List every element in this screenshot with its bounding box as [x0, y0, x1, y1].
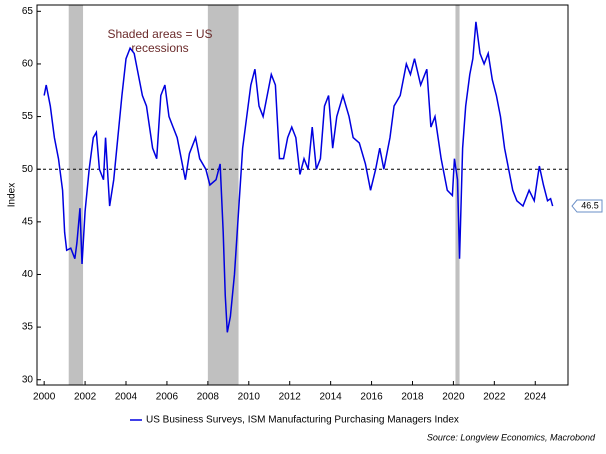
data-line — [43, 21, 554, 333]
x-tick-label: 2010 — [238, 392, 261, 403]
x-tick-label: 2012 — [279, 392, 302, 403]
last-value-label: 46.5 — [581, 200, 599, 210]
y-tick-label: 55 — [22, 111, 34, 122]
x-tick-label: 2000 — [33, 392, 56, 403]
y-tick-label: 60 — [22, 59, 34, 70]
x-tick-label: 2006 — [156, 392, 179, 403]
source: Source: Longview Economics, Macrobond — [427, 432, 596, 442]
x-tick-label: 2024 — [524, 392, 547, 403]
x-tick-label: 2018 — [401, 392, 424, 403]
y-tick-label: 50 — [22, 164, 34, 175]
recession-band — [68, 5, 84, 385]
y-tick-label: 30 — [22, 374, 34, 385]
x-tick-label: 2022 — [483, 392, 506, 403]
annotation: recessions — [131, 41, 188, 55]
x-tick-label: 2002 — [74, 392, 97, 403]
y-tick-label: 35 — [22, 322, 34, 333]
y-tick-label: 40 — [22, 269, 34, 280]
x-tick-label: 2014 — [320, 392, 343, 403]
x-tick-label: 2008 — [197, 392, 220, 403]
legend-label: US Business Surveys, ISM Manufacturing P… — [146, 415, 459, 426]
recession-band — [207, 5, 239, 385]
x-tick-label: 2016 — [360, 392, 383, 403]
y-tick-label: 45 — [22, 216, 34, 227]
y-tick-label: 65 — [22, 6, 34, 17]
y-axis-label: Index — [7, 183, 18, 207]
annotation: Shaded areas = US — [107, 27, 212, 41]
x-tick-label: 2004 — [115, 392, 138, 403]
plot-frame — [36, 4, 569, 386]
last-value-callout — [571, 199, 603, 213]
x-tick-label: 2020 — [442, 392, 465, 403]
